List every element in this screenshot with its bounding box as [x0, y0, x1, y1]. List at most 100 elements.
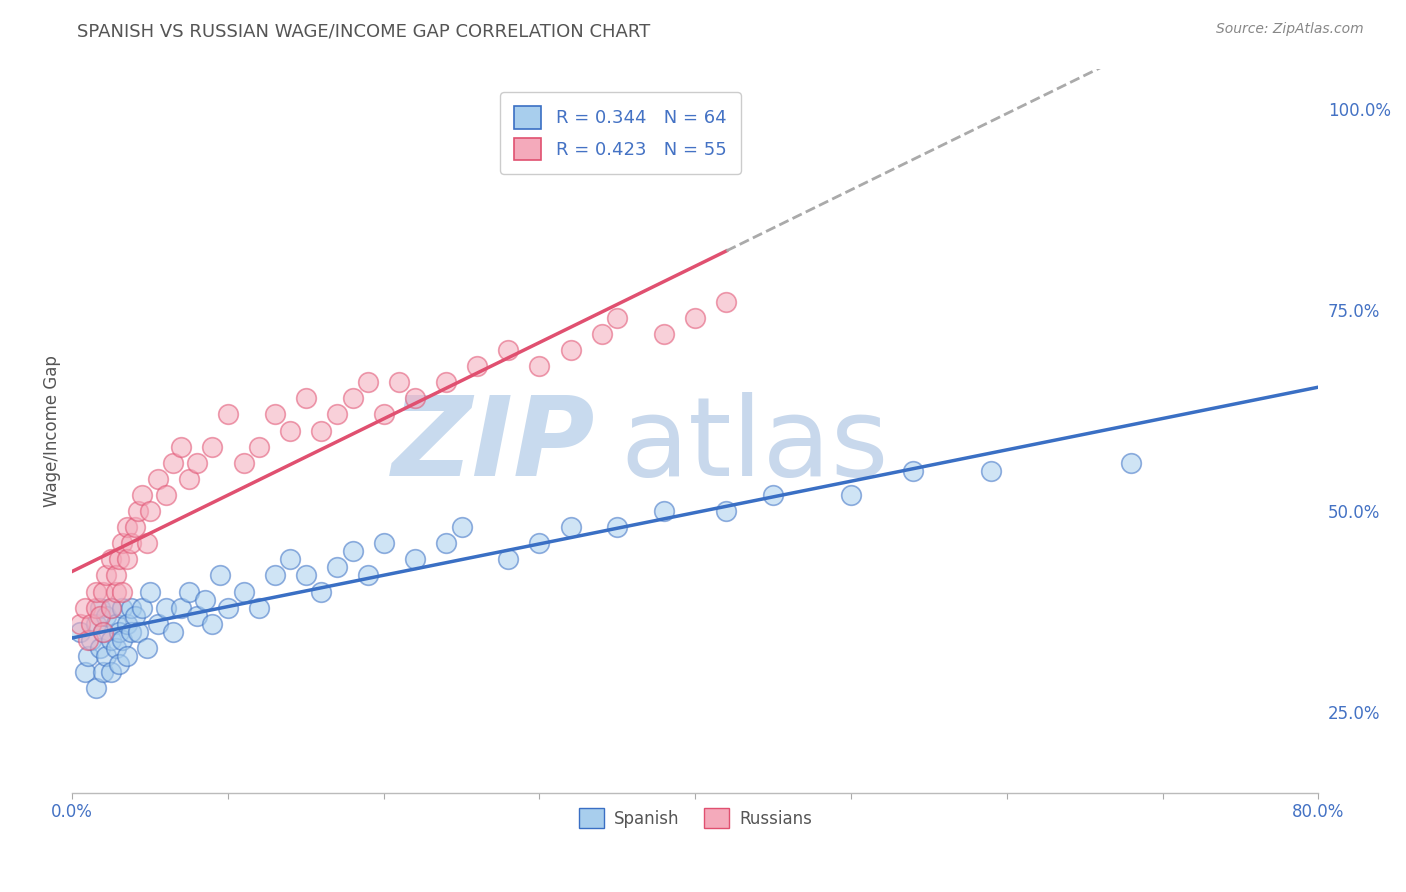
Point — [217, 408, 239, 422]
Point — [683, 310, 706, 325]
Point — [93, 624, 115, 639]
Point — [404, 552, 426, 566]
Point — [120, 600, 142, 615]
Point — [652, 504, 675, 518]
Point — [93, 624, 115, 639]
Point — [104, 584, 127, 599]
Point — [201, 440, 224, 454]
Point — [170, 600, 193, 615]
Point — [373, 408, 395, 422]
Point — [80, 616, 103, 631]
Point — [120, 624, 142, 639]
Point — [111, 632, 134, 647]
Point — [980, 464, 1002, 478]
Point — [177, 584, 200, 599]
Point — [342, 392, 364, 406]
Point — [247, 440, 270, 454]
Point — [606, 520, 628, 534]
Point — [120, 536, 142, 550]
Point — [108, 624, 131, 639]
Text: Source: ZipAtlas.com: Source: ZipAtlas.com — [1216, 22, 1364, 37]
Point — [84, 681, 107, 695]
Point — [124, 520, 146, 534]
Point — [498, 343, 520, 358]
Point — [131, 600, 153, 615]
Point — [146, 472, 169, 486]
Point — [115, 552, 138, 566]
Point — [84, 584, 107, 599]
Point — [84, 600, 107, 615]
Point — [89, 600, 111, 615]
Point — [762, 488, 785, 502]
Point — [606, 310, 628, 325]
Point — [127, 504, 149, 518]
Point — [100, 632, 122, 647]
Point — [716, 504, 738, 518]
Point — [111, 600, 134, 615]
Legend: Spanish, Russians: Spanish, Russians — [572, 801, 818, 835]
Point — [96, 648, 118, 663]
Point — [434, 376, 457, 390]
Point — [115, 616, 138, 631]
Point — [104, 640, 127, 655]
Point — [529, 359, 551, 374]
Point — [201, 616, 224, 631]
Point — [104, 616, 127, 631]
Point — [373, 536, 395, 550]
Point — [1121, 456, 1143, 470]
Point — [209, 568, 232, 582]
Point — [104, 568, 127, 582]
Point — [311, 424, 333, 438]
Point — [155, 600, 177, 615]
Point — [100, 600, 122, 615]
Point — [326, 408, 349, 422]
Point — [108, 657, 131, 671]
Point — [76, 648, 98, 663]
Point — [278, 424, 301, 438]
Point — [247, 600, 270, 615]
Point — [560, 343, 582, 358]
Point — [96, 568, 118, 582]
Point — [326, 560, 349, 574]
Point — [155, 488, 177, 502]
Point — [170, 440, 193, 454]
Point — [111, 584, 134, 599]
Point — [100, 552, 122, 566]
Point — [434, 536, 457, 550]
Point — [146, 616, 169, 631]
Point — [498, 552, 520, 566]
Point — [342, 544, 364, 558]
Point — [89, 640, 111, 655]
Point — [591, 326, 613, 341]
Y-axis label: Wage/Income Gap: Wage/Income Gap — [44, 355, 60, 507]
Point — [232, 584, 254, 599]
Point — [839, 488, 862, 502]
Point — [450, 520, 472, 534]
Point — [560, 520, 582, 534]
Point — [139, 584, 162, 599]
Point — [93, 584, 115, 599]
Text: atlas: atlas — [620, 392, 889, 499]
Point — [80, 632, 103, 647]
Point — [131, 488, 153, 502]
Point — [73, 665, 96, 679]
Point — [84, 616, 107, 631]
Point — [108, 552, 131, 566]
Point — [295, 568, 318, 582]
Point — [194, 592, 217, 607]
Point — [124, 608, 146, 623]
Point — [93, 665, 115, 679]
Point — [127, 624, 149, 639]
Point — [186, 608, 208, 623]
Point — [69, 616, 91, 631]
Point — [217, 600, 239, 615]
Point — [311, 584, 333, 599]
Point — [357, 376, 380, 390]
Point — [278, 552, 301, 566]
Point — [404, 392, 426, 406]
Point — [716, 294, 738, 309]
Point — [69, 624, 91, 639]
Point — [115, 520, 138, 534]
Point — [136, 640, 159, 655]
Point — [388, 376, 411, 390]
